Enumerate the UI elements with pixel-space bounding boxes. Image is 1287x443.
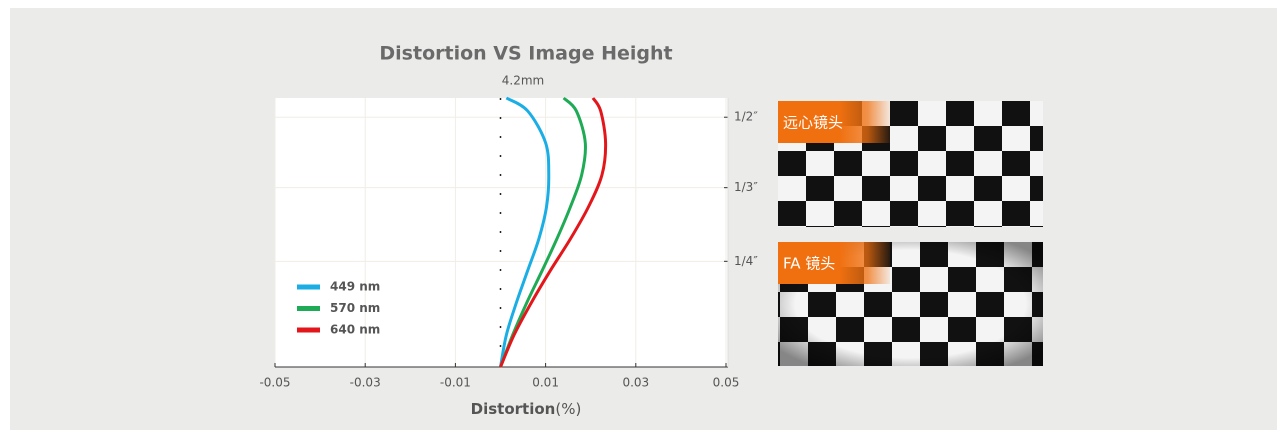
chart: -0.05 -0.03 -0.01 0.01 0.03 0.05 1/2″ 1/3″ 1/4″ 4… <box>259 96 758 390</box>
y2-tick-label: 1/3″ <box>734 180 758 194</box>
x-tick-label: 0.01 <box>532 376 559 390</box>
x-axis-title: Distortion(%) <box>471 400 582 418</box>
legend-label: 640 nm <box>330 323 380 337</box>
x-tick-label: 0.05 <box>713 376 740 390</box>
x-tick-label: -0.05 <box>259 376 290 390</box>
y2-tick-label: 1/4″ <box>734 254 758 268</box>
x-unit: (%) <box>555 400 581 418</box>
label-box <box>778 242 890 284</box>
chart-title: Distortion VS Image Height <box>379 43 672 65</box>
image-label: FA 镜头 <box>783 255 835 273</box>
line <box>499 97 608 368</box>
image-label: 远心镜头 <box>783 114 843 132</box>
x-tick-label: -0.03 <box>350 376 381 390</box>
line <box>499 96 551 368</box>
legend-label: 449 nm <box>330 280 380 294</box>
x-tick-label: -0.01 <box>440 376 471 390</box>
x-label: Distortion <box>471 400 556 418</box>
legend-label: 570 nm <box>330 301 380 315</box>
plot-area <box>275 98 728 367</box>
line <box>499 96 587 368</box>
y2-tick-label: 1/2″ <box>734 110 758 124</box>
annotation: 4.2mm <box>502 74 544 88</box>
x-tick-label: 0.03 <box>622 376 649 390</box>
label-box <box>778 101 890 143</box>
